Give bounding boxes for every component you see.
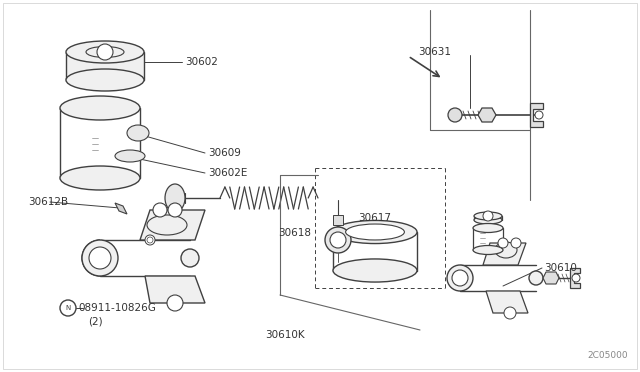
Circle shape xyxy=(483,211,493,221)
Text: N: N xyxy=(65,305,70,311)
Polygon shape xyxy=(140,210,205,240)
Ellipse shape xyxy=(473,246,503,254)
Polygon shape xyxy=(115,203,127,214)
Ellipse shape xyxy=(89,247,111,269)
Text: 30610K: 30610K xyxy=(265,330,305,340)
Text: 30631: 30631 xyxy=(418,47,451,57)
Polygon shape xyxy=(333,215,343,225)
Text: 2C05000: 2C05000 xyxy=(588,351,628,360)
Text: 30609: 30609 xyxy=(208,148,241,158)
Text: 30602E: 30602E xyxy=(208,168,248,178)
Polygon shape xyxy=(530,103,543,127)
Polygon shape xyxy=(66,52,144,80)
Ellipse shape xyxy=(474,216,502,224)
Ellipse shape xyxy=(66,69,144,91)
Polygon shape xyxy=(543,272,559,284)
Ellipse shape xyxy=(448,108,462,122)
Text: (2): (2) xyxy=(88,316,102,326)
Text: 30610: 30610 xyxy=(544,263,577,273)
Ellipse shape xyxy=(325,227,351,253)
Ellipse shape xyxy=(495,242,517,258)
Polygon shape xyxy=(570,268,580,288)
Circle shape xyxy=(60,300,76,316)
Ellipse shape xyxy=(60,166,140,190)
Ellipse shape xyxy=(447,265,473,291)
Ellipse shape xyxy=(452,270,468,286)
Ellipse shape xyxy=(66,41,144,63)
Ellipse shape xyxy=(82,240,118,276)
Circle shape xyxy=(168,203,182,217)
Ellipse shape xyxy=(333,221,417,244)
Circle shape xyxy=(511,238,521,248)
Polygon shape xyxy=(95,80,115,90)
Ellipse shape xyxy=(473,224,503,232)
Ellipse shape xyxy=(86,46,124,58)
Circle shape xyxy=(97,44,113,60)
Circle shape xyxy=(498,238,508,248)
Circle shape xyxy=(167,295,183,311)
Ellipse shape xyxy=(115,150,145,162)
Ellipse shape xyxy=(333,259,417,282)
Circle shape xyxy=(147,237,153,243)
Ellipse shape xyxy=(127,125,149,141)
Ellipse shape xyxy=(330,232,346,248)
Circle shape xyxy=(572,274,580,282)
Ellipse shape xyxy=(60,96,140,120)
Polygon shape xyxy=(483,243,526,265)
Ellipse shape xyxy=(181,249,199,267)
Ellipse shape xyxy=(474,212,502,220)
Circle shape xyxy=(145,235,155,245)
Text: 08911-10826G: 08911-10826G xyxy=(78,303,156,313)
Polygon shape xyxy=(145,276,205,303)
Circle shape xyxy=(535,111,543,119)
Ellipse shape xyxy=(346,224,404,240)
Text: 30617: 30617 xyxy=(358,213,391,223)
Ellipse shape xyxy=(147,215,187,235)
Text: 30618: 30618 xyxy=(278,228,311,238)
Ellipse shape xyxy=(529,271,543,285)
Polygon shape xyxy=(486,291,528,313)
Circle shape xyxy=(153,203,167,217)
Circle shape xyxy=(504,307,516,319)
Polygon shape xyxy=(478,108,496,122)
Ellipse shape xyxy=(165,184,185,212)
Text: 30602: 30602 xyxy=(185,57,218,67)
Text: 30612B: 30612B xyxy=(28,197,68,207)
